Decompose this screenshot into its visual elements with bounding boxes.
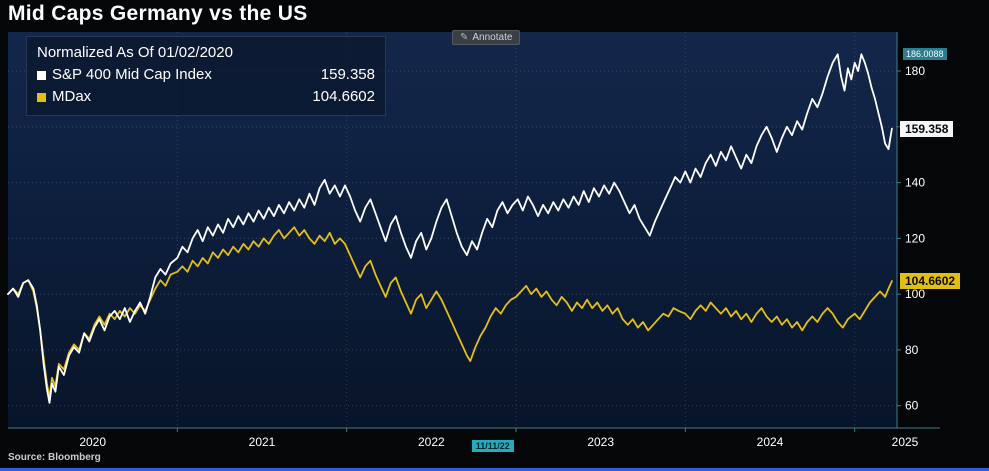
legend-box: Normalized As Of 01/02/2020 S&P 400 Mid … xyxy=(26,36,386,116)
series-line-s-p-400-mid-cap-index xyxy=(7,53,893,404)
legend-label: S&P 400 Mid Cap Index xyxy=(52,66,212,83)
annotate-label: Annotate xyxy=(472,32,513,43)
axis-marker-mdax-last: 104.6602 xyxy=(900,273,961,290)
axis-marker-sp400-last: 159.358 xyxy=(900,120,954,137)
y-axis-tick-label: 100 xyxy=(905,287,925,301)
series-line-mdax xyxy=(7,226,893,399)
panel-divider xyxy=(0,468,989,471)
y-axis-tick-label: 140 xyxy=(905,176,925,190)
x-axis-year-label: 2024 xyxy=(757,435,784,449)
legend-label: MDax xyxy=(52,88,92,105)
sp400-swatch-icon xyxy=(37,70,46,80)
x-axis-year-label: 2022 xyxy=(418,435,445,449)
legend-item-sp400[interactable]: S&P 400 Mid Cap Index 159.358 xyxy=(37,64,375,86)
y-axis-tick-label: 180 xyxy=(905,64,925,78)
x-axis-year-label: 2021 xyxy=(249,435,276,449)
source-label: Source: Bloomberg xyxy=(8,452,101,463)
legend-value: 159.358 xyxy=(320,66,375,83)
legend-value: 104.6602 xyxy=(312,88,375,105)
pencil-icon: ✎ xyxy=(460,32,469,43)
legend-item-mdax[interactable]: MDax 104.6602 xyxy=(37,86,375,108)
x-axis-date-marker: 11/11/22 xyxy=(471,440,514,452)
x-axis-year-label: 2025 xyxy=(892,435,919,449)
y-axis-tick-label: 60 xyxy=(905,399,919,413)
y-axis-tick-label: 80 xyxy=(905,343,919,357)
x-axis-year-label: 2023 xyxy=(587,435,614,449)
annotate-button[interactable]: ✎ Annotate xyxy=(452,30,521,45)
y-axis-tick-label: 120 xyxy=(905,231,925,245)
x-axis-year-label: 2020 xyxy=(79,435,106,449)
chart-title: Mid Caps Germany vs the US xyxy=(8,2,308,25)
legend-header: Normalized As Of 01/02/2020 xyxy=(37,44,233,61)
axis-marker-high: 186.0088 xyxy=(903,48,947,61)
mdax-swatch-icon xyxy=(37,92,46,102)
